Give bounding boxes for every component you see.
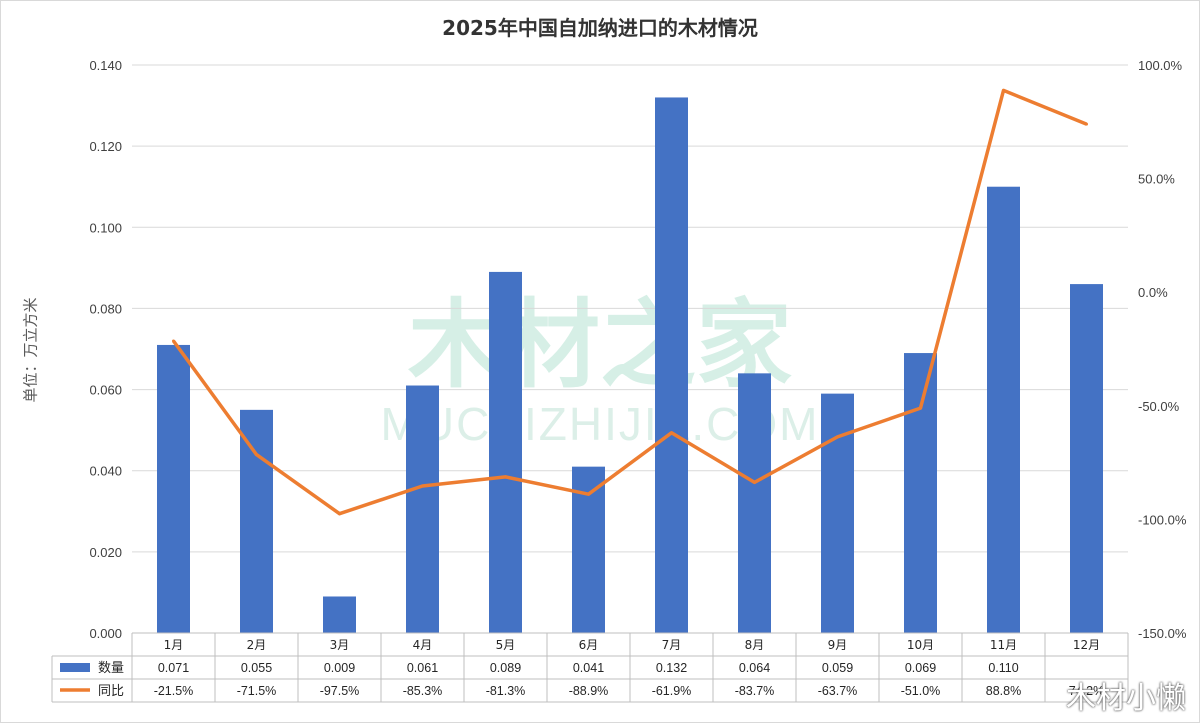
bar-7月 — [655, 97, 688, 633]
x-category-label: 2月 — [247, 638, 267, 652]
y-tick-label: 0.000 — [89, 626, 122, 641]
y2-tick-label: 100.0% — [1138, 58, 1183, 73]
x-category-label: 12月 — [1073, 638, 1100, 652]
data-label-yoy: -81.3% — [486, 684, 526, 698]
chart-title: 2025年中国自加纳进口的木材情况 — [442, 16, 758, 40]
data-label-yoy: -71.5% — [237, 684, 277, 698]
line-series — [172, 88, 1088, 516]
line-point-1月 — [172, 339, 175, 343]
data-label-quantity: 0.064 — [739, 661, 770, 675]
bar-3月 — [323, 596, 356, 633]
legend-label-bar: 数量 — [98, 661, 124, 676]
data-label-yoy: -63.7% — [818, 684, 858, 698]
line-point-10月 — [919, 406, 922, 410]
data-label-yoy: -61.9% — [652, 684, 692, 698]
data-label-yoy: -88.9% — [569, 684, 609, 698]
y-tick-label: 0.140 — [89, 58, 122, 73]
line-point-3月 — [338, 512, 341, 516]
x-category-label: 8月 — [745, 638, 765, 652]
bar-10月 — [904, 353, 937, 633]
data-label-yoy: -83.7% — [735, 684, 775, 698]
data-label-yoy: -85.3% — [403, 684, 443, 698]
bar-11月 — [987, 186, 1020, 633]
y2-tick-label: 0.0% — [1138, 285, 1168, 300]
y-tick-label: 0.100 — [89, 220, 122, 235]
y-tick-label: 0.120 — [89, 139, 122, 154]
x-category-label: 4月 — [413, 638, 433, 652]
bar-2月 — [240, 409, 273, 633]
data-label-quantity: 0.071 — [158, 661, 189, 675]
bar-5月 — [489, 271, 522, 633]
y-tick-label: 0.080 — [89, 301, 122, 316]
y2-tick-label: 50.0% — [1138, 172, 1175, 187]
data-label-quantity: 0.110 — [988, 661, 1018, 675]
y-axis-right: -150.0% -100.0% -50.0% 0.0% 50.0% 100.0% — [1138, 58, 1187, 641]
yoy-line — [172, 88, 1088, 516]
line-point-11月 — [1002, 88, 1005, 92]
y2-tick-label: -150.0% — [1138, 626, 1187, 641]
bar-4月 — [406, 385, 439, 633]
corner-watermark: 木材小懒 — [1066, 681, 1186, 716]
x-category-label: 9月 — [828, 638, 848, 652]
watermark-cn: 木材之家 — [408, 289, 792, 401]
bar-12月 — [1070, 284, 1103, 633]
y2-tick-label: -50.0% — [1138, 399, 1180, 414]
x-category-label: 3月 — [330, 638, 350, 652]
line-point-9月 — [836, 435, 839, 439]
data-label-yoy: 88.8% — [986, 684, 1021, 698]
bar-1月 — [157, 344, 190, 633]
y2-tick-label: -100.0% — [1138, 512, 1187, 527]
data-label-yoy: -51.0% — [901, 684, 941, 698]
y-tick-label: 0.020 — [89, 545, 122, 560]
legend-key-bar — [60, 663, 90, 672]
x-category-label: 6月 — [579, 638, 599, 652]
x-category-label: 5月 — [496, 638, 516, 652]
data-label-quantity: 0.069 — [905, 661, 936, 675]
y-tick-label: 0.040 — [89, 464, 122, 479]
data-label-quantity: 0.132 — [656, 661, 687, 675]
data-label-quantity: 0.059 — [822, 661, 853, 675]
x-category-label: 10月 — [907, 638, 934, 652]
line-point-5月 — [504, 475, 507, 479]
line-point-2月 — [255, 453, 258, 457]
data-label-quantity: 0.041 — [573, 661, 604, 675]
y-tick-label: 0.060 — [89, 383, 122, 398]
line-point-6月 — [587, 492, 590, 496]
line-point-12月 — [1085, 122, 1088, 126]
data-label-quantity: 0.009 — [324, 661, 355, 675]
y-axis-left: 0.000 0.020 0.040 0.060 0.080 0.100 0.120 0.140 — [89, 58, 122, 641]
data-label-yoy: 74.2% — [1069, 684, 1104, 698]
data-label-quantity: 0.089 — [490, 661, 521, 675]
bar-series — [157, 97, 1103, 633]
x-category-label: 1月 — [164, 638, 184, 652]
bar-9月 — [821, 393, 854, 633]
data-label-quantity: 0.055 — [241, 661, 272, 675]
x-category-label: 7月 — [662, 638, 682, 652]
data-label-yoy: -97.5% — [320, 684, 360, 698]
line-point-8月 — [753, 480, 756, 484]
data-label-quantity: 0.061 — [407, 661, 438, 675]
line-point-7月 — [670, 431, 673, 435]
legend-label-line: 同比 — [98, 684, 124, 699]
bar-8月 — [738, 373, 771, 633]
x-category-label: 11月 — [990, 638, 1017, 652]
line-point-4月 — [421, 484, 424, 488]
data-label-yoy: -21.5% — [154, 684, 194, 698]
